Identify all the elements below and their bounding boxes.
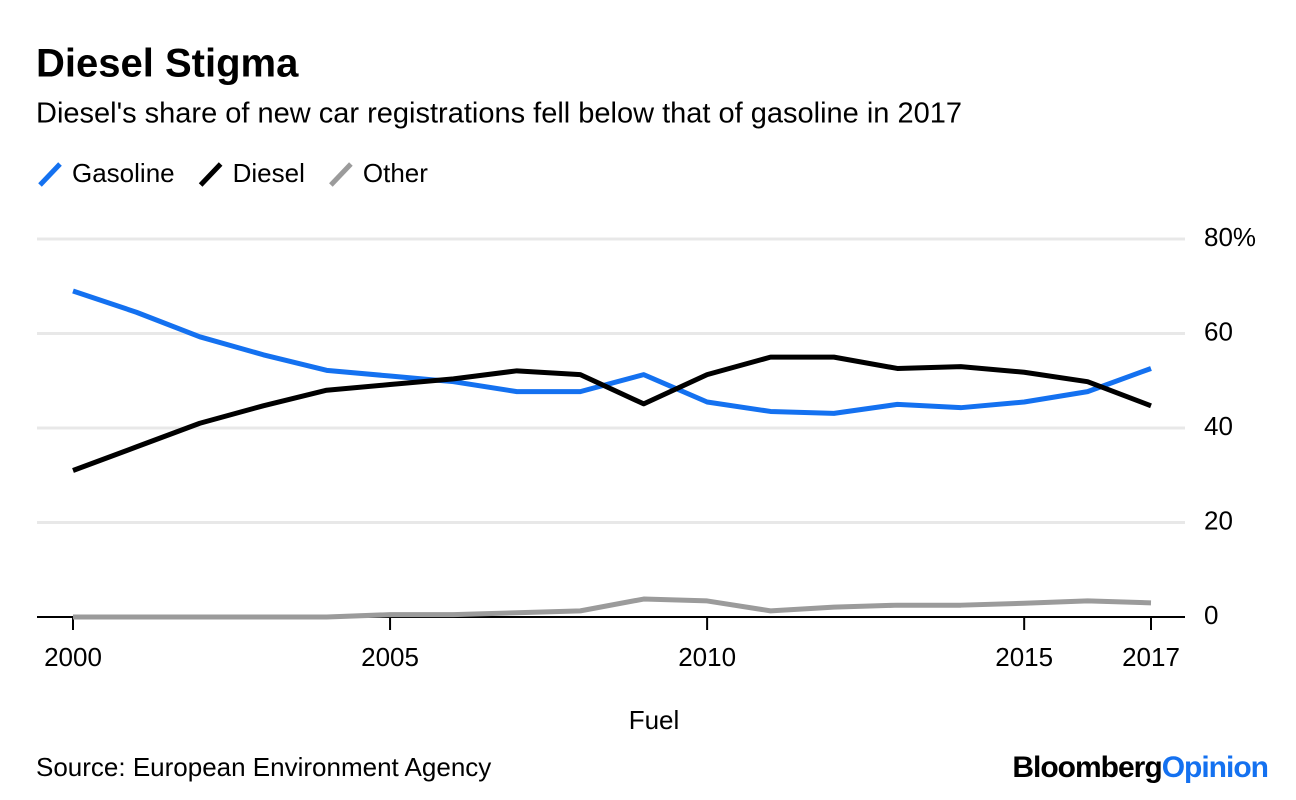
x-tick-label: 2015 xyxy=(995,642,1053,672)
legend-marker xyxy=(38,162,62,187)
chart-subtitle: Diesel's share of new car registrations … xyxy=(36,98,962,130)
series-line xyxy=(72,288,1152,416)
series-line xyxy=(73,596,1152,620)
legend-label: Diesel xyxy=(233,158,305,188)
legend-label: Other xyxy=(363,158,428,188)
x-tick-label: 2017 xyxy=(1122,642,1180,672)
x-axis-label: Fuel xyxy=(629,705,680,735)
legend-label: Gasoline xyxy=(72,158,175,188)
y-tick-label: 0 xyxy=(1204,600,1218,630)
x-tick-label: 2005 xyxy=(361,642,419,672)
x-tick-label: 2000 xyxy=(44,642,102,672)
y-tick-label: 40 xyxy=(1204,411,1233,441)
branding-second: Opinion xyxy=(1162,751,1268,784)
branding: BloombergOpinion xyxy=(1012,751,1268,784)
source: Source: European Environment Agency xyxy=(36,752,491,782)
chart-title: Diesel Stigma xyxy=(36,42,299,86)
y-tick-label: 60 xyxy=(1204,316,1233,346)
legend-marker xyxy=(329,162,353,187)
y-tick-label: 20 xyxy=(1204,505,1233,535)
legend-marker xyxy=(198,162,223,187)
x-tick-label: 2010 xyxy=(678,642,736,672)
branding-first: Bloomberg xyxy=(1012,751,1161,784)
series-line xyxy=(72,354,1152,473)
y-tick-label: 80% xyxy=(1204,222,1256,252)
